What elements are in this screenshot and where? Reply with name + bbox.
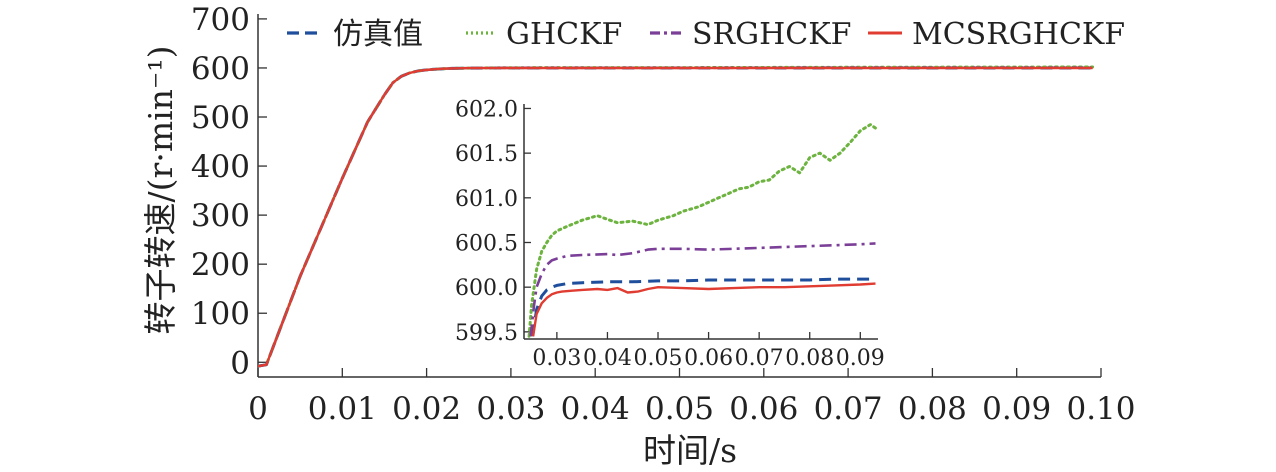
- legend-item-1: GHCKF: [466, 17, 622, 52]
- main-x-tick-label: 0.09: [982, 391, 1051, 427]
- main-series-group: [258, 65, 1095, 368]
- main-series-line-3: [258, 66, 1093, 368]
- main-x-tick-label: 0.03: [476, 391, 545, 427]
- main-x-tick-label: 0.05: [645, 391, 714, 427]
- main-y-tick-label: 500: [191, 100, 250, 136]
- main-y-tick-label: 300: [191, 198, 250, 234]
- inset-plot: 0.03 0.04 0.05 0.06 0.07 0.08 0.09 599.5 600.0 60…: [455, 97, 885, 371]
- legend: 仿真值 GHCKF SRGHCKF MCSRGHCKF: [287, 17, 1125, 52]
- inset-series-line-1: [527, 123, 877, 338]
- y-axis-label: 转子转速/(r·min⁻¹): [141, 46, 180, 335]
- legend-label: SRGHCKF: [692, 17, 851, 52]
- main-y-tick-label: 400: [191, 149, 250, 185]
- inset-y-tick-label: 602.0: [455, 97, 518, 122]
- main-x-tick-label: 0.01: [308, 391, 377, 427]
- inset-x-tick-label: 0.04: [583, 346, 632, 371]
- main-x-tick-label: 0.04: [561, 391, 630, 427]
- main-y-tick-label: 700: [191, 2, 250, 38]
- inset-y-tick-label: 600.0: [455, 276, 518, 301]
- main-x-tick-label: 0.10: [1066, 391, 1135, 427]
- inset-y-tick-label: 599.5: [455, 321, 518, 346]
- inset-x-tick-label: 0.03: [532, 346, 581, 371]
- main-y-tick-label: 100: [191, 296, 250, 332]
- inset-y-tick-label: 601.5: [455, 142, 518, 167]
- inset-series-group: [527, 123, 877, 338]
- main-x-tick-label: 0.07: [814, 391, 883, 427]
- inset-series-line-3: [531, 282, 876, 337]
- main-x-tick-label: 0.02: [392, 391, 461, 427]
- inset-y-tick-label: 601.0: [455, 187, 518, 212]
- main-y-tick-label: 0: [230, 345, 250, 381]
- x-axis-label: 时间/s: [643, 431, 737, 470]
- inset-x-tick-label: 0.07: [735, 346, 784, 371]
- main-x-tick-label: 0.08: [898, 391, 967, 427]
- main-y-tick-label: 200: [191, 247, 250, 283]
- legend-item-0: 仿真值: [287, 17, 423, 52]
- inset-x-tick-label: 0.06: [684, 346, 733, 371]
- legend-item-2: SRGHCKF: [650, 17, 851, 52]
- inset-x-tick-label: 0.08: [785, 346, 834, 371]
- main-plot: 0 0.01 0.02 0.03 0.04 0.05 0.06 0.07 0.08 0.09 0.1…: [141, 2, 1136, 470]
- inset-series-line-0: [531, 277, 876, 337]
- inset-x-tick-label: 0.05: [634, 346, 683, 371]
- main-x-tick-label: 0.06: [729, 391, 798, 427]
- legend-label: MCSRGHCKF: [912, 17, 1125, 52]
- legend-label: 仿真值: [333, 17, 423, 52]
- main-y-tick-label: 600: [191, 51, 250, 87]
- main-x-tick-label: 0: [248, 391, 268, 427]
- inset-y-tick-label: 600.5: [455, 231, 518, 256]
- inset-x-tick-label: 0.09: [836, 346, 885, 371]
- legend-label: GHCKF: [506, 17, 622, 52]
- legend-item-3: MCSRGHCKF: [868, 17, 1125, 52]
